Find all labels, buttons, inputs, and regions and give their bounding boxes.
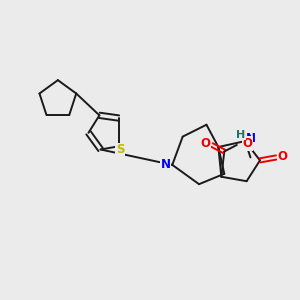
Text: S: S	[116, 143, 124, 156]
Text: O: O	[278, 150, 288, 163]
Text: O: O	[200, 137, 210, 150]
Text: O: O	[242, 137, 252, 150]
Text: N: N	[161, 158, 171, 171]
Text: N: N	[246, 132, 256, 145]
Text: H: H	[236, 130, 245, 140]
